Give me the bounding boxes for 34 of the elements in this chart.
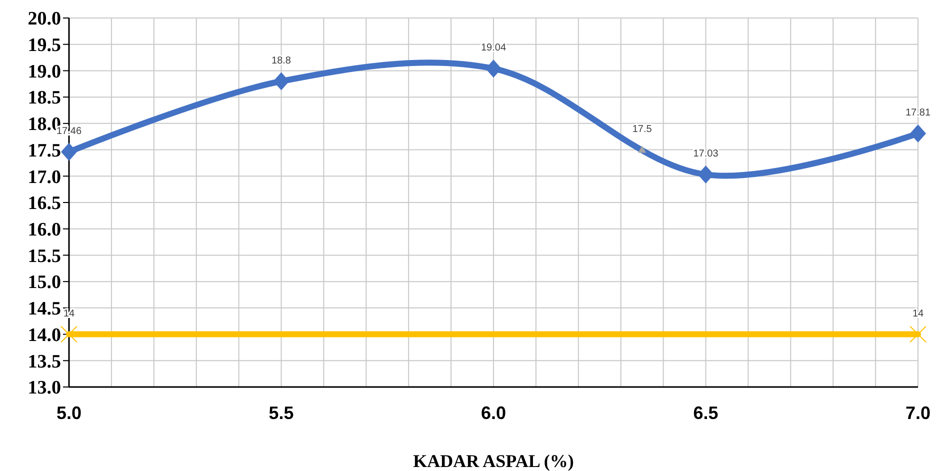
- point: [273, 72, 290, 90]
- point: [60, 326, 78, 343]
- x-tick-label: 7.0: [905, 403, 931, 423]
- y-tick-label: 15.0: [28, 272, 61, 294]
- y-tick-label: 19.5: [28, 35, 61, 56]
- y-tick-label: 20.0: [28, 8, 61, 30]
- point: [61, 142, 77, 161]
- data-label: 17.03: [693, 148, 719, 160]
- data-label: 17.5: [632, 124, 652, 135]
- y-tick-label: 16.0: [28, 220, 61, 241]
- point: [910, 124, 926, 142]
- point: [910, 326, 926, 343]
- x-tick-label: 6.0: [480, 403, 506, 423]
- y-tick-label: 13.0: [28, 378, 61, 399]
- y-tick-label: 17.0: [28, 166, 61, 188]
- x-tick-label: 5.0: [56, 403, 82, 423]
- y-tick-label: 14.0: [28, 324, 61, 346]
- y-tick-label: 14.5: [28, 298, 61, 320]
- data-label: 14: [912, 308, 924, 320]
- y-tick-label: 17.5: [28, 140, 61, 162]
- data-label: 19.04: [480, 42, 506, 54]
- y-tick-label: 18.5: [28, 88, 61, 109]
- x-axis-title: KADAR ASPAL (%): [413, 451, 574, 471]
- data-label: 17.81: [905, 107, 931, 118]
- x-tick-label: 5.5: [268, 403, 294, 423]
- point: [486, 60, 502, 78]
- data-label: 18.8: [272, 55, 292, 66]
- point: [638, 146, 646, 153]
- y-tick-label: 15.5: [28, 246, 61, 267]
- y-tick-label: 13.5: [28, 351, 61, 372]
- x-tick-label: 6.5: [693, 403, 718, 423]
- y-tick-label: 16.5: [28, 193, 61, 214]
- point: [698, 166, 714, 184]
- y-tick-label: 19.0: [28, 61, 61, 82]
